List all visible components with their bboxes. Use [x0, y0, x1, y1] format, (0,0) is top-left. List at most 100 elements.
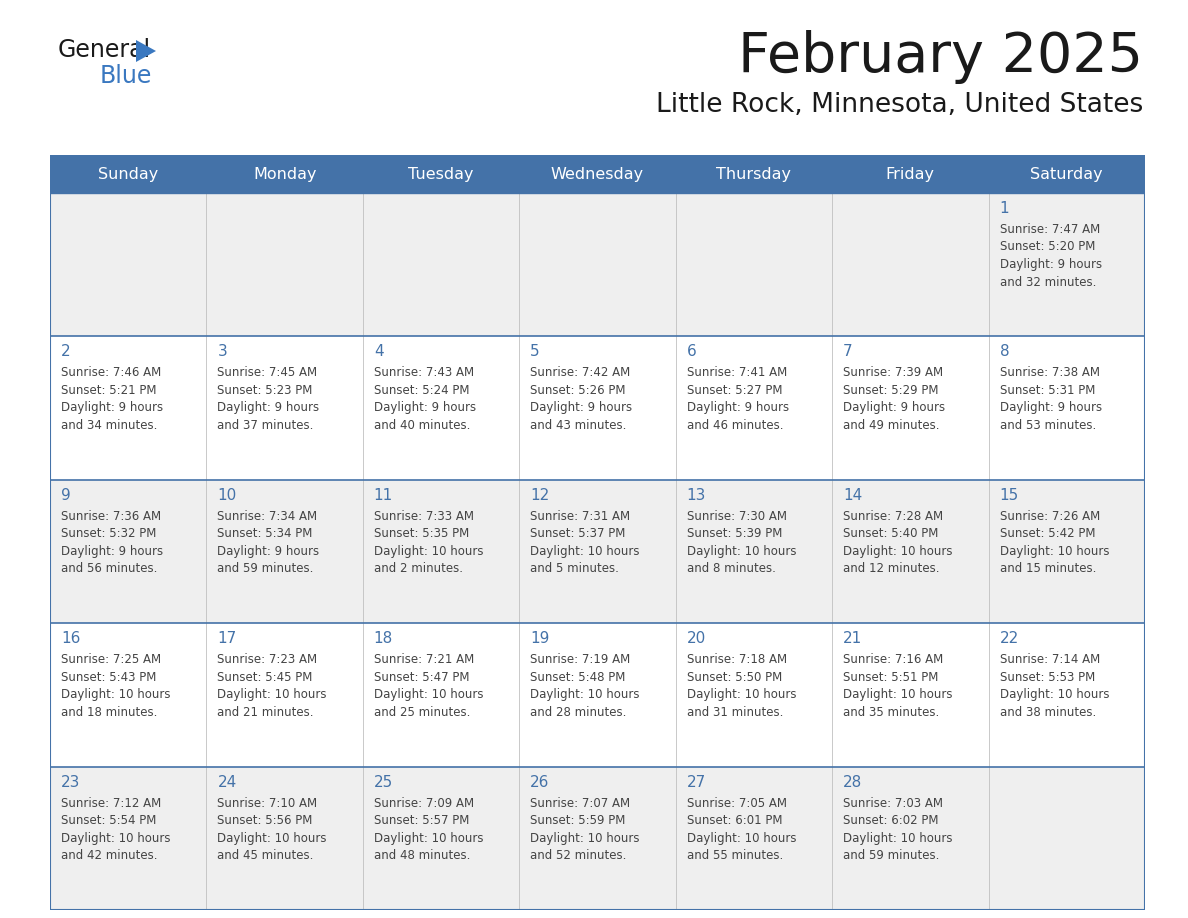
Text: 12: 12	[530, 487, 550, 503]
Bar	[207, 623, 362, 767]
Text: 20: 20	[687, 632, 706, 646]
Bar	[676, 480, 832, 623]
Text: Sunset: 5:34 PM: Sunset: 5:34 PM	[217, 527, 312, 541]
Text: and 35 minutes.: and 35 minutes.	[843, 706, 940, 719]
Text: February 2025: February 2025	[738, 30, 1143, 84]
Text: Daylight: 10 hours: Daylight: 10 hours	[61, 688, 170, 701]
Text: Daylight: 10 hours: Daylight: 10 hours	[374, 544, 484, 558]
Text: Sunrise: 7:31 AM: Sunrise: 7:31 AM	[530, 509, 631, 522]
Text: Daylight: 9 hours: Daylight: 9 hours	[374, 401, 476, 414]
Polygon shape	[135, 40, 156, 62]
Text: 26: 26	[530, 775, 550, 789]
Text: and 43 minutes.: and 43 minutes.	[530, 419, 626, 431]
Text: Blue: Blue	[100, 64, 152, 88]
Text: 24: 24	[217, 775, 236, 789]
Text: Sunset: 5:53 PM: Sunset: 5:53 PM	[999, 671, 1095, 684]
Text: Daylight: 9 hours: Daylight: 9 hours	[217, 544, 320, 558]
Text: Daylight: 9 hours: Daylight: 9 hours	[999, 258, 1101, 271]
Text: Sunset: 5:35 PM: Sunset: 5:35 PM	[374, 527, 469, 541]
Text: and 12 minutes.: and 12 minutes.	[843, 563, 940, 576]
Text: Daylight: 10 hours: Daylight: 10 hours	[530, 544, 639, 558]
Text: Sunset: 5:37 PM: Sunset: 5:37 PM	[530, 527, 626, 541]
Text: Friday: Friday	[886, 166, 935, 182]
Text: Sunrise: 7:23 AM: Sunrise: 7:23 AM	[217, 654, 317, 666]
Text: Daylight: 10 hours: Daylight: 10 hours	[687, 688, 796, 701]
Text: 4: 4	[374, 344, 384, 360]
Bar	[988, 336, 1145, 480]
Text: Daylight: 10 hours: Daylight: 10 hours	[999, 544, 1110, 558]
Text: Daylight: 9 hours: Daylight: 9 hours	[843, 401, 946, 414]
Text: 1: 1	[999, 201, 1009, 216]
Text: Sunset: 5:51 PM: Sunset: 5:51 PM	[843, 671, 939, 684]
Text: 23: 23	[61, 775, 81, 789]
Text: Thursday: Thursday	[716, 166, 791, 182]
Text: Sunday: Sunday	[99, 166, 158, 182]
Bar	[50, 767, 207, 910]
Bar	[207, 767, 362, 910]
Text: Sunrise: 7:21 AM: Sunrise: 7:21 AM	[374, 654, 474, 666]
Text: and 38 minutes.: and 38 minutes.	[999, 706, 1095, 719]
Text: Sunset: 5:32 PM: Sunset: 5:32 PM	[61, 527, 157, 541]
Text: 8: 8	[999, 344, 1009, 360]
Text: Sunrise: 7:45 AM: Sunrise: 7:45 AM	[217, 366, 317, 379]
Text: Sunrise: 7:26 AM: Sunrise: 7:26 AM	[999, 509, 1100, 522]
Text: Sunset: 5:39 PM: Sunset: 5:39 PM	[687, 527, 782, 541]
Bar	[519, 623, 676, 767]
Text: Sunrise: 7:03 AM: Sunrise: 7:03 AM	[843, 797, 943, 810]
Text: Sunrise: 7:09 AM: Sunrise: 7:09 AM	[374, 797, 474, 810]
Bar	[832, 193, 988, 336]
Text: Sunset: 5:26 PM: Sunset: 5:26 PM	[530, 384, 626, 397]
Bar	[988, 193, 1145, 336]
Text: and 56 minutes.: and 56 minutes.	[61, 563, 157, 576]
Text: and 48 minutes.: and 48 minutes.	[374, 849, 470, 862]
Text: Sunrise: 7:33 AM: Sunrise: 7:33 AM	[374, 509, 474, 522]
Bar	[519, 767, 676, 910]
Text: and 37 minutes.: and 37 minutes.	[217, 419, 314, 431]
Text: and 45 minutes.: and 45 minutes.	[217, 849, 314, 862]
Text: Sunrise: 7:25 AM: Sunrise: 7:25 AM	[61, 654, 162, 666]
Text: Sunrise: 7:47 AM: Sunrise: 7:47 AM	[999, 223, 1100, 236]
Text: 5: 5	[530, 344, 539, 360]
Text: and 18 minutes.: and 18 minutes.	[61, 706, 157, 719]
Text: Daylight: 9 hours: Daylight: 9 hours	[61, 401, 163, 414]
Text: and 2 minutes.: and 2 minutes.	[374, 563, 463, 576]
Text: Sunset: 6:01 PM: Sunset: 6:01 PM	[687, 814, 782, 827]
Text: and 42 minutes.: and 42 minutes.	[61, 849, 158, 862]
Text: Daylight: 10 hours: Daylight: 10 hours	[843, 544, 953, 558]
Text: Sunrise: 7:14 AM: Sunrise: 7:14 AM	[999, 654, 1100, 666]
Text: Sunset: 5:50 PM: Sunset: 5:50 PM	[687, 671, 782, 684]
Text: 27: 27	[687, 775, 706, 789]
Bar	[50, 155, 1145, 193]
Text: Sunset: 5:48 PM: Sunset: 5:48 PM	[530, 671, 626, 684]
Text: Saturday: Saturday	[1030, 166, 1104, 182]
Bar	[362, 336, 519, 480]
Text: Sunset: 5:57 PM: Sunset: 5:57 PM	[374, 814, 469, 827]
Text: 14: 14	[843, 487, 862, 503]
Bar	[50, 336, 207, 480]
Text: Sunset: 5:42 PM: Sunset: 5:42 PM	[999, 527, 1095, 541]
Text: Sunset: 5:54 PM: Sunset: 5:54 PM	[61, 814, 157, 827]
Text: Sunrise: 7:05 AM: Sunrise: 7:05 AM	[687, 797, 786, 810]
Text: and 55 minutes.: and 55 minutes.	[687, 849, 783, 862]
Text: Sunset: 5:23 PM: Sunset: 5:23 PM	[217, 384, 312, 397]
Bar	[362, 623, 519, 767]
Bar	[988, 767, 1145, 910]
Text: and 59 minutes.: and 59 minutes.	[843, 849, 940, 862]
Text: Sunrise: 7:28 AM: Sunrise: 7:28 AM	[843, 509, 943, 522]
Text: Sunrise: 7:46 AM: Sunrise: 7:46 AM	[61, 366, 162, 379]
Text: Little Rock, Minnesota, United States: Little Rock, Minnesota, United States	[656, 92, 1143, 118]
Text: Tuesday: Tuesday	[409, 166, 474, 182]
Text: Sunset: 5:40 PM: Sunset: 5:40 PM	[843, 527, 939, 541]
Text: and 8 minutes.: and 8 minutes.	[687, 563, 776, 576]
Text: Sunset: 5:56 PM: Sunset: 5:56 PM	[217, 814, 312, 827]
Bar	[832, 767, 988, 910]
Text: Sunset: 5:27 PM: Sunset: 5:27 PM	[687, 384, 782, 397]
Text: Sunrise: 7:38 AM: Sunrise: 7:38 AM	[999, 366, 1100, 379]
Text: Daylight: 10 hours: Daylight: 10 hours	[374, 832, 484, 845]
Text: 16: 16	[61, 632, 81, 646]
Text: 10: 10	[217, 487, 236, 503]
Text: 11: 11	[374, 487, 393, 503]
Text: and 32 minutes.: and 32 minutes.	[999, 275, 1095, 288]
Text: Wednesday: Wednesday	[551, 166, 644, 182]
Text: 13: 13	[687, 487, 706, 503]
